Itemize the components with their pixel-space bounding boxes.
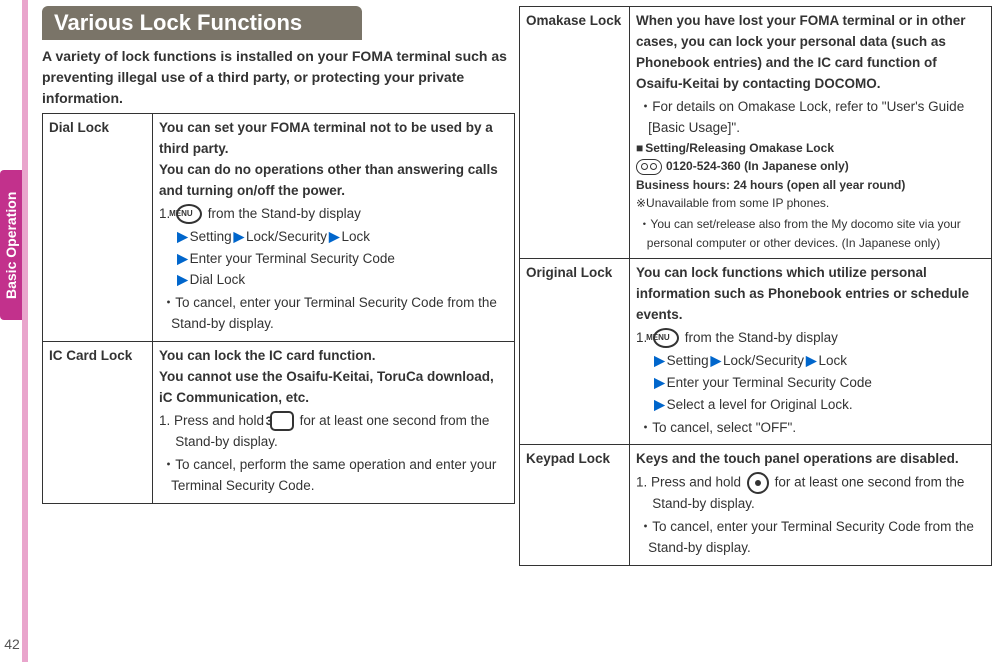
path-locksec: Lock/Security <box>246 229 327 244</box>
keypad-step-a: 1. Press and hold <box>636 475 745 490</box>
ic-lock-name: IC Card Lock <box>43 342 153 503</box>
omakase-phone-line: 0120-524-360 (In Japanese only) <box>636 157 985 176</box>
table-row: Dial Lock You can set your FOMA terminal… <box>43 114 515 342</box>
path-diallock: Dial Lock <box>190 272 246 287</box>
path-code: Enter your Terminal Security Code <box>667 375 872 390</box>
omakase-setrel: ■Setting/Releasing Omakase Lock <box>636 139 985 158</box>
list-item: To cancel, select "OFF". <box>636 418 985 439</box>
dial-desc2: You can do no operations other than answ… <box>159 160 508 202</box>
step-tail: from the Stand-by display <box>204 206 361 221</box>
omakase-hours: Business hours: 24 hours (open all year … <box>636 176 985 195</box>
path-locksec: Lock/Security <box>723 353 804 368</box>
lock-table-left: Dial Lock You can set your FOMA terminal… <box>42 113 515 504</box>
original-path2: ▶Enter your Terminal Security Code <box>636 373 985 394</box>
arrow-icon: ▶ <box>652 397 666 412</box>
original-desc-text: You can lock functions which utilize per… <box>636 263 985 326</box>
arrow-icon: ▶ <box>709 353 723 368</box>
original-path3: ▶Select a level for Original Lock. <box>636 395 985 416</box>
arrow-icon: ▶ <box>652 353 666 368</box>
setrel-label: Setting/Releasing Omakase Lock <box>645 141 834 155</box>
lock-table-right: Omakase Lock When you have lost your FOM… <box>519 6 992 566</box>
original-name: Original Lock <box>520 259 630 445</box>
ic-note: To cancel, perform the same operation an… <box>159 455 508 497</box>
list-item: To cancel, enter your Terminal Security … <box>636 517 985 559</box>
list-item: To cancel, perform the same operation an… <box>159 455 508 497</box>
key-3-icon: 3 <box>270 411 294 431</box>
side-tab: Basic Operation <box>0 170 22 320</box>
arrow-icon: ▶ <box>175 272 189 287</box>
keypad-step: 1. Press and hold for at least one secon… <box>636 472 985 515</box>
dial-step1: 1. MENU from the Stand-by display <box>159 204 508 225</box>
ic-step: 1. Press and hold 3 for at least one sec… <box>159 411 508 453</box>
original-step: 1. MENU from the Stand-by display <box>636 328 985 349</box>
omakase-note1: For details on Omakase Lock, refer to "U… <box>636 97 985 139</box>
list-item: For details on Omakase Lock, refer to "U… <box>636 97 985 139</box>
ic-desc1: You can lock the IC card function. <box>159 346 508 367</box>
original-note: To cancel, select "OFF". <box>636 418 985 439</box>
arrow-icon: ▶ <box>232 229 246 244</box>
keypad-note: To cancel, enter your Terminal Security … <box>636 517 985 559</box>
ic-step-a: 1. Press and hold <box>159 413 268 428</box>
side-accent <box>22 0 28 662</box>
list-item: To cancel, enter your Terminal Security … <box>159 293 508 335</box>
path-setting: Setting <box>667 353 709 368</box>
dial-path1: ▶Setting▶Lock/Security▶Lock <box>159 227 508 248</box>
original-path1: ▶Setting▶Lock/Security▶Lock <box>636 351 985 372</box>
ic-desc2: You cannot use the Osaifu-Keitai, ToruCa… <box>159 367 508 409</box>
ic-lock-desc: You can lock the IC card function. You c… <box>153 342 515 503</box>
omakase-name: Omakase Lock <box>520 7 630 259</box>
omakase-ip: ※Unavailable from some IP phones. <box>636 194 985 213</box>
left-column: Various Lock Functions A variety of lock… <box>42 6 515 566</box>
intro-text: A variety of lock functions is installed… <box>42 46 515 109</box>
path-code: Enter your Terminal Security Code <box>190 251 395 266</box>
omakase-phone: 0120-524-360 (In Japanese only) <box>666 159 849 173</box>
path-setting: Setting <box>190 229 232 244</box>
center-key-icon <box>747 472 769 494</box>
keypad-desc: Keys and the touch panel operations are … <box>630 445 992 566</box>
table-row: Original Lock You can lock functions whi… <box>520 259 992 445</box>
step-tail: from the Stand-by display <box>681 330 838 345</box>
omakase-desc: When you have lost your FOMA terminal or… <box>630 7 992 259</box>
page-content: Various Lock Functions A variety of lock… <box>42 6 992 566</box>
right-column: Omakase Lock When you have lost your FOM… <box>519 6 992 566</box>
menu-icon: MENU <box>653 328 679 348</box>
dial-lock-name: Dial Lock <box>43 114 153 342</box>
dial-note: To cancel, enter your Terminal Security … <box>159 293 508 335</box>
arrow-icon: ▶ <box>175 251 189 266</box>
table-row: IC Card Lock You can lock the IC card fu… <box>43 342 515 503</box>
arrow-icon: ▶ <box>652 375 666 390</box>
keypad-desc-text: Keys and the touch panel operations are … <box>636 449 985 470</box>
omakase-note2: You can set/release also from the My doc… <box>636 215 985 252</box>
table-row: Keypad Lock Keys and the touch panel ope… <box>520 445 992 566</box>
omakase-desc-text: When you have lost your FOMA terminal or… <box>636 11 985 95</box>
path-lock: Lock <box>818 353 847 368</box>
menu-icon: MENU <box>176 204 202 224</box>
freedial-icon <box>636 159 662 175</box>
square-icon: ■ <box>636 139 643 158</box>
table-row: Omakase Lock When you have lost your FOM… <box>520 7 992 259</box>
path-lock: Lock <box>341 229 370 244</box>
arrow-icon: ▶ <box>327 229 341 244</box>
original-desc: You can lock functions which utilize per… <box>630 259 992 445</box>
dial-path3: ▶Dial Lock <box>159 270 508 291</box>
arrow-icon: ▶ <box>804 353 818 368</box>
arrow-icon: ▶ <box>175 229 189 244</box>
list-item: You can set/release also from the My doc… <box>636 215 985 252</box>
dial-path2: ▶Enter your Terminal Security Code <box>159 249 508 270</box>
dial-lock-desc: You can set your FOMA terminal not to be… <box>153 114 515 342</box>
section-title: Various Lock Functions <box>42 6 362 40</box>
dial-desc1: You can set your FOMA terminal not to be… <box>159 118 508 160</box>
path-level: Select a level for Original Lock. <box>667 397 853 412</box>
page-number: 42 <box>2 636 22 652</box>
keypad-name: Keypad Lock <box>520 445 630 566</box>
